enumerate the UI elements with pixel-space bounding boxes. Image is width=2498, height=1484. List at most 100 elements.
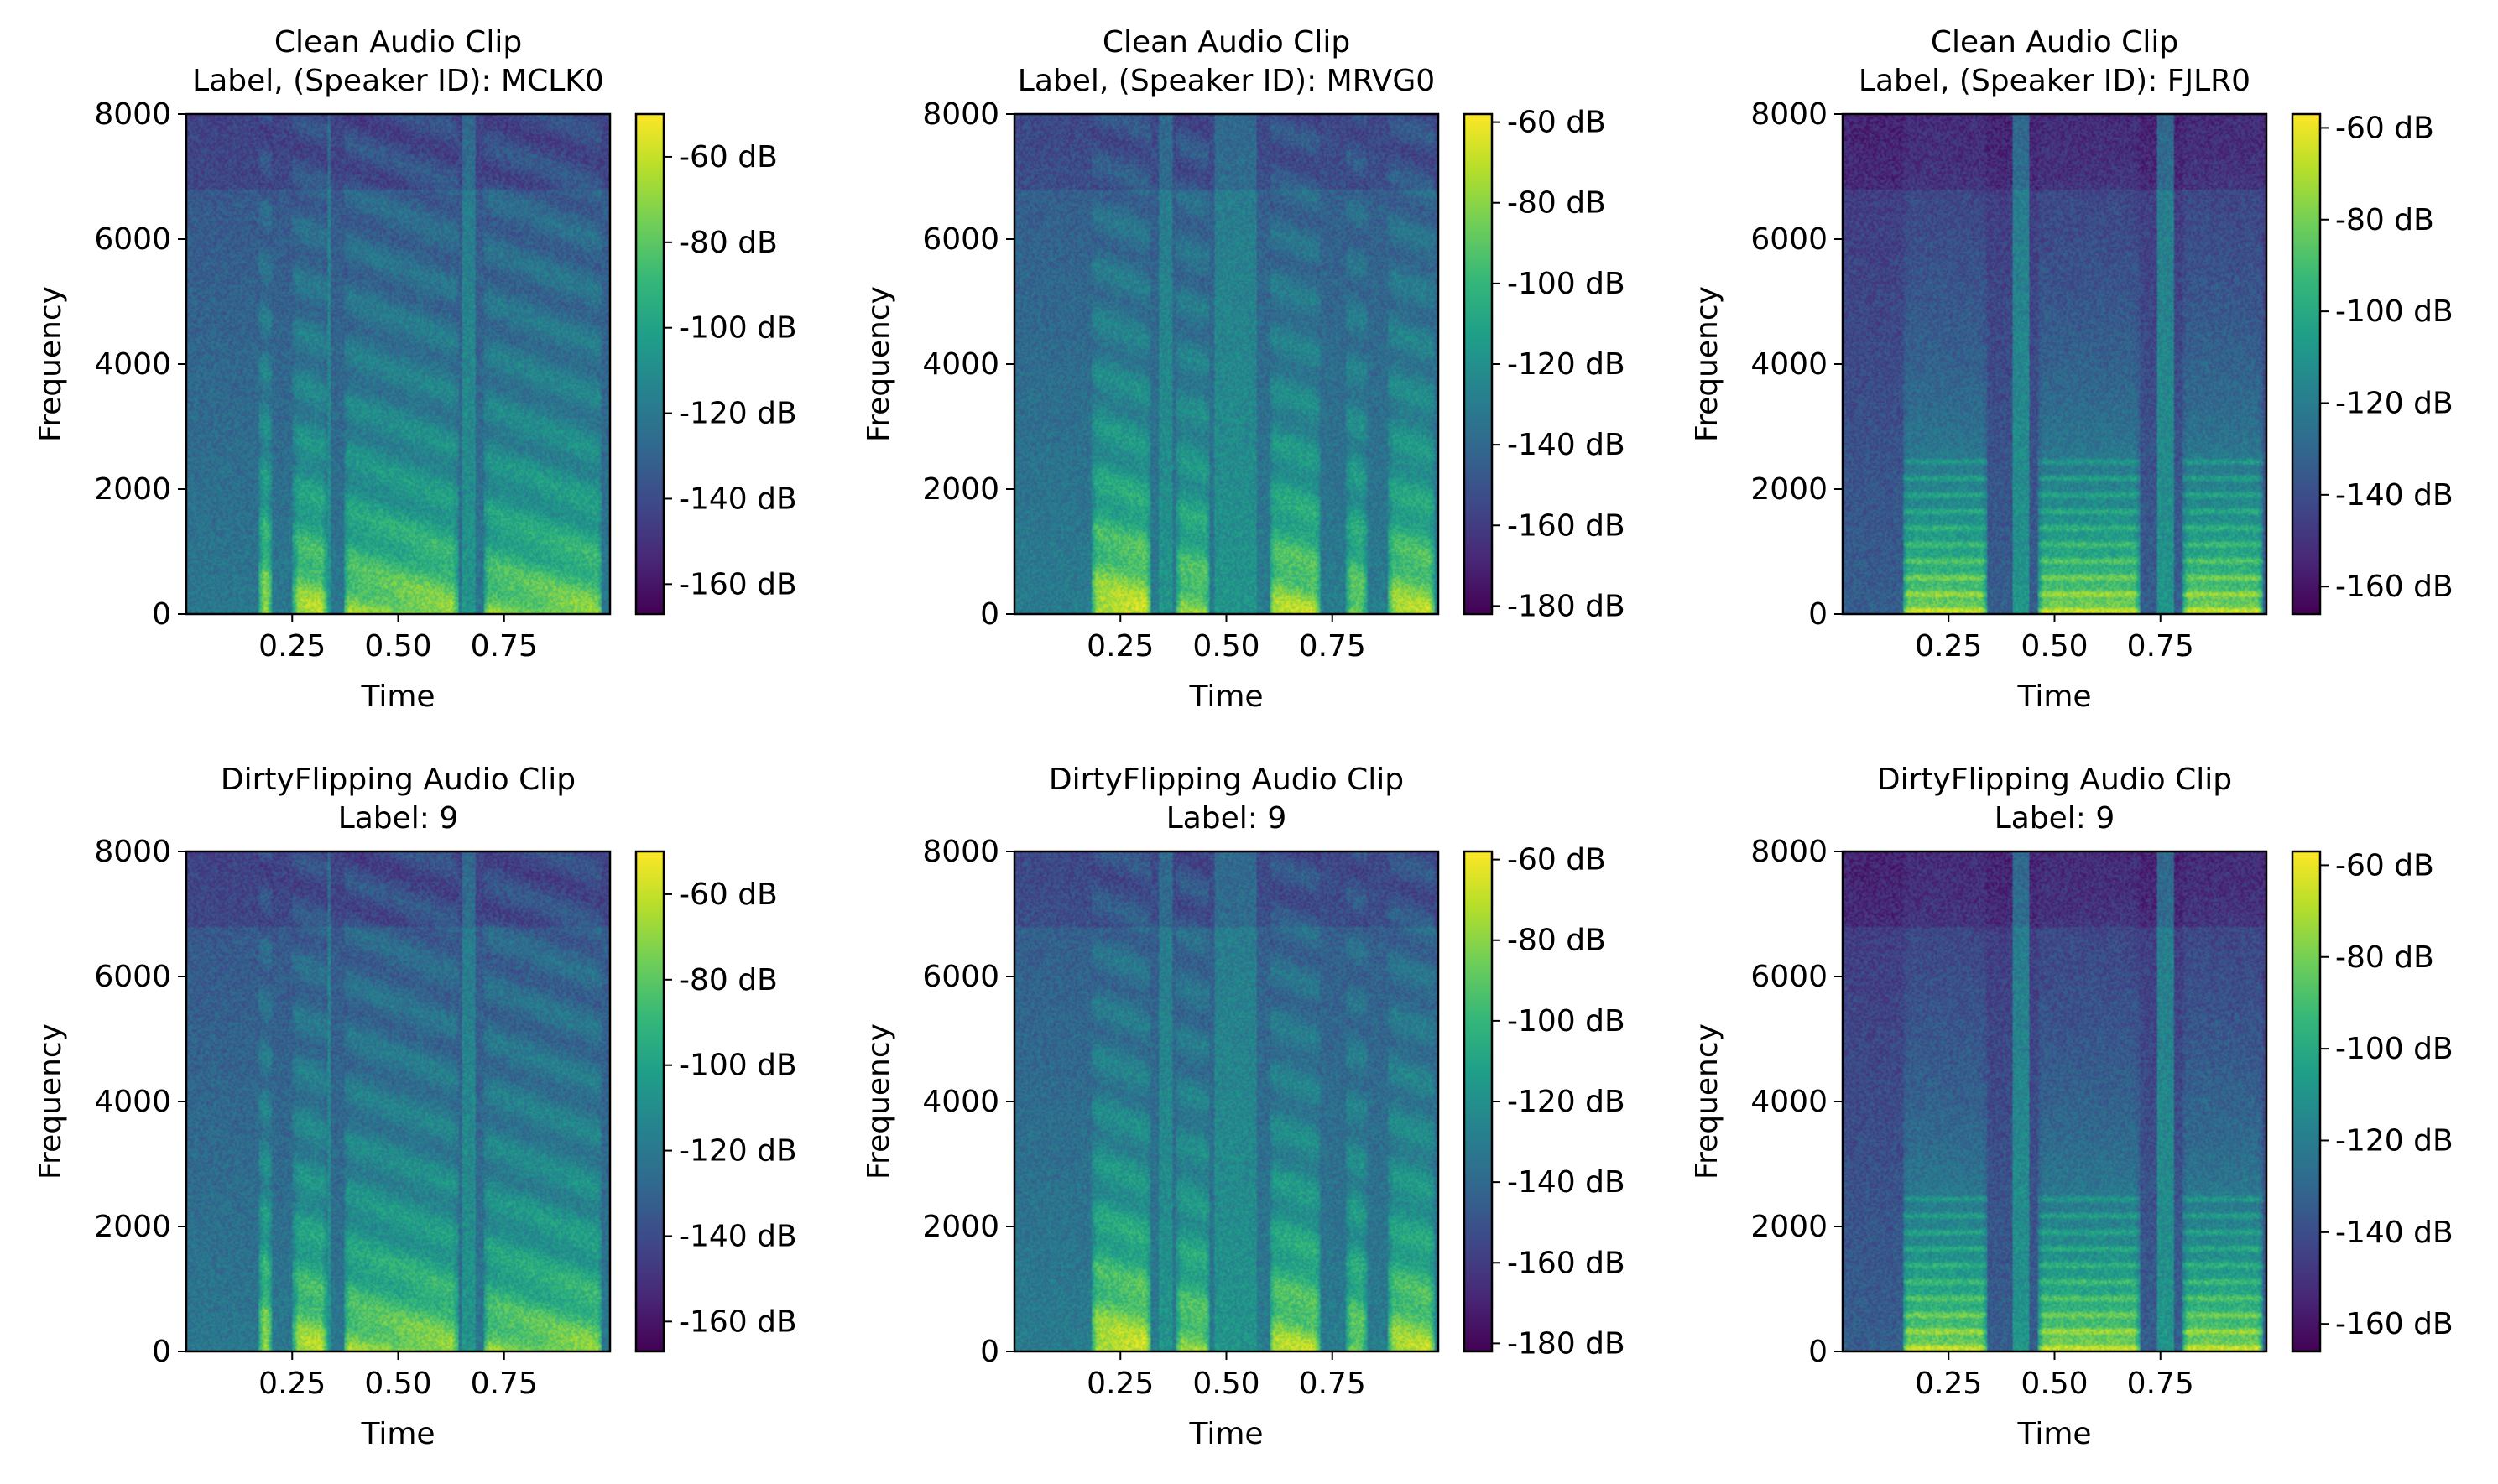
x-tick-label: 0.25: [258, 1367, 326, 1401]
colorbar: [1463, 112, 1494, 616]
y-axis-label: Frequency: [34, 286, 68, 442]
x-tick-label: 0.50: [1192, 629, 1259, 664]
plot-title: Clean Audio Clip: [274, 25, 522, 60]
plot-subtitle: Label: 9: [1166, 801, 1287, 836]
y-tick-label: 2000: [94, 1210, 171, 1244]
colorbar-tick-label: -140 dB: [2335, 1216, 2454, 1250]
y-axis-label: Frequency: [862, 1023, 896, 1179]
y-tick-label: 4000: [922, 347, 999, 382]
plot-title: DirtyFlipping Audio Clip: [221, 763, 576, 797]
y-tick-label: 0: [152, 1335, 171, 1369]
x-axis-label: Time: [2016, 1417, 2091, 1451]
x-axis-label: Time: [1188, 1417, 1263, 1451]
y-tick-label: 6000: [922, 960, 999, 994]
y-tick-label: 0: [980, 1335, 999, 1369]
spectrogram-panel: DirtyFlipping Audio Clip Label: 9 0 2000 400…: [34, 763, 797, 1451]
y-tick-label: 8000: [94, 835, 171, 869]
x-tick-label: 0.75: [1299, 1367, 1366, 1401]
y-tick-label: 6000: [94, 222, 171, 257]
colorbar-tick-label: -80 dB: [1507, 924, 1606, 958]
y-tick-label: 8000: [1750, 97, 1828, 132]
x-tick-label: 0.25: [1087, 1367, 1154, 1401]
colorbar-tick-label: -120 dB: [1507, 347, 1625, 382]
colorbar-tick-label: -160 dB: [2335, 1307, 2454, 1341]
x-axis-label: Time: [360, 1417, 435, 1451]
x-tick-label: 0.25: [1915, 629, 1982, 664]
x-axis-label: Time: [2016, 680, 2091, 714]
colorbar-tick-label: -140 dB: [679, 1219, 797, 1253]
plot-subtitle: Label, (Speaker ID): MCLK0: [192, 64, 604, 98]
y-tick-label: 6000: [922, 222, 999, 257]
spectrogram-panel: Clean Audio Clip Label, (Speaker ID): MRV…: [862, 25, 1625, 714]
y-tick-label: 0: [980, 597, 999, 632]
y-tick-label: 0: [1808, 1335, 1828, 1369]
y-tick-label: 6000: [1750, 960, 1828, 994]
colorbar-tick-label: -100 dB: [679, 1049, 797, 1083]
y-axis-label: Frequency: [862, 286, 896, 442]
colorbar-tick-label: -80 dB: [679, 963, 778, 997]
spectrogram-image: [186, 851, 610, 1351]
x-tick-label: 0.25: [1915, 1367, 1982, 1401]
y-axis-label: Frequency: [34, 1023, 68, 1179]
colorbar-tick-label: -160 dB: [1507, 1246, 1625, 1280]
plot-subtitle: Label, (Speaker ID): MRVG0: [1018, 64, 1435, 98]
colorbar: [2291, 850, 2322, 1353]
spectrogram-panel: DirtyFlipping Audio Clip Label: 9 0 2000 400…: [862, 763, 1625, 1451]
y-tick-label: 8000: [922, 835, 999, 869]
x-tick-label: 0.50: [1192, 1367, 1259, 1401]
y-tick-label: 2000: [922, 1210, 999, 1244]
colorbar: [2291, 112, 2322, 616]
y-tick-label: 4000: [922, 1085, 999, 1119]
x-tick-label: 0.75: [1299, 629, 1366, 664]
y-tick-label: 6000: [1750, 222, 1828, 257]
x-tick-label: 0.50: [2021, 629, 2088, 664]
colorbar-tick-label: -60 dB: [679, 140, 778, 174]
y-tick-label: 8000: [1750, 835, 1828, 869]
y-tick-label: 0: [152, 597, 171, 632]
spectrogram-image: [1843, 851, 2266, 1351]
colorbar-tick-label: -100 dB: [1507, 1004, 1625, 1039]
y-tick-label: 2000: [922, 472, 999, 507]
colorbar-tick-label: -120 dB: [679, 397, 797, 431]
plot-title: Clean Audio Clip: [1103, 25, 1350, 60]
colorbar-tick-label: -100 dB: [2335, 1032, 2454, 1066]
colorbar-tick-label: -140 dB: [1507, 428, 1625, 462]
plot-title: Clean Audio Clip: [1931, 25, 2178, 60]
colorbar-tick-label: -80 dB: [679, 226, 778, 260]
colorbar-tick-label: -60 dB: [1507, 106, 1606, 140]
plot-title: DirtyFlipping Audio Clip: [1049, 763, 1404, 797]
colorbar-tick-label: -140 dB: [1507, 1165, 1625, 1200]
colorbar-tick-label: -140 dB: [679, 482, 797, 516]
colorbar-tick-label: -160 dB: [679, 1304, 797, 1339]
x-tick-label: 0.50: [364, 629, 431, 664]
colorbar: [634, 850, 665, 1353]
x-tick-label: 0.75: [2127, 629, 2194, 664]
colorbar-tick-label: -160 dB: [1507, 508, 1625, 543]
colorbar-tick-label: -120 dB: [679, 1134, 797, 1169]
plot-subtitle: Label, (Speaker ID): FJLR0: [1859, 64, 2250, 98]
y-tick-label: 8000: [94, 97, 171, 132]
x-tick-label: 0.75: [471, 1367, 538, 1401]
colorbar: [634, 112, 665, 616]
spectrogram-panel: Clean Audio Clip Label, (Speaker ID): FJL…: [1690, 25, 2454, 714]
colorbar-tick-label: -120 dB: [1507, 1085, 1625, 1119]
y-tick-label: 8000: [922, 97, 999, 132]
y-tick-label: 4000: [1750, 1085, 1828, 1119]
colorbar-tick-label: -120 dB: [2335, 386, 2454, 420]
y-tick-label: 6000: [94, 960, 171, 994]
spectrogram-image: [1014, 851, 1438, 1351]
colorbar-tick-label: -60 dB: [679, 877, 778, 912]
colorbar: [1463, 850, 1494, 1353]
colorbar-tick-label: -80 dB: [2335, 203, 2434, 237]
x-tick-label: 0.50: [2021, 1367, 2088, 1401]
colorbar-tick-label: -100 dB: [1507, 267, 1625, 301]
x-tick-label: 0.75: [2127, 1367, 2194, 1401]
spectrogram-image: [1843, 114, 2266, 614]
colorbar-tick-label: -160 dB: [679, 567, 797, 601]
x-tick-label: 0.75: [471, 629, 538, 664]
x-tick-label: 0.25: [1087, 629, 1154, 664]
spectrogram-image: [186, 114, 610, 614]
colorbar-tick-label: -100 dB: [2335, 294, 2454, 329]
colorbar-tick-label: -60 dB: [1507, 843, 1606, 877]
